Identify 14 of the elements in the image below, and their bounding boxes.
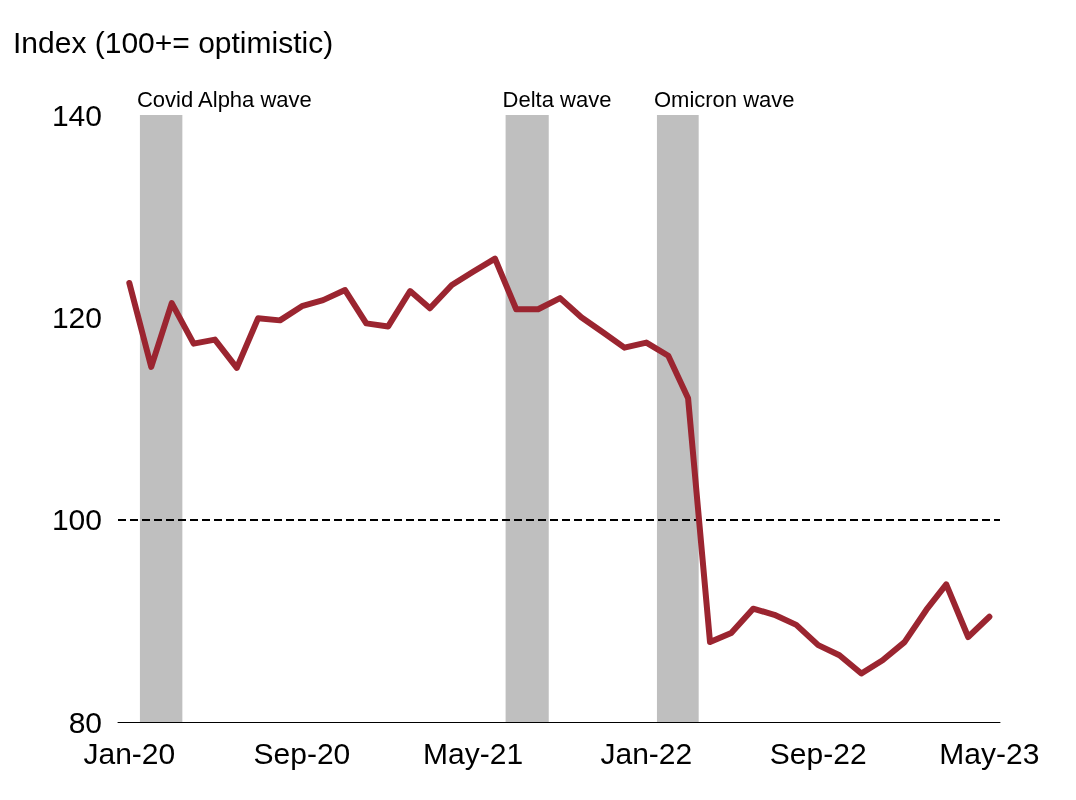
- band-label: Omicron wave: [653, 86, 795, 112]
- x-tick-label: Sep-20: [253, 736, 351, 770]
- y-tick-label: 80: [68, 705, 102, 739]
- x-tick-label: May-23: [939, 736, 1040, 770]
- band-label: Covid Alpha wave: [136, 86, 312, 112]
- x-tick-label: Jan-22: [600, 736, 693, 770]
- y-tick-label: 120: [51, 300, 102, 334]
- x-tick-label: May-21: [423, 736, 524, 770]
- x-tick-label: Jan-20: [83, 736, 176, 770]
- y-tick-label: 100: [51, 503, 102, 537]
- x-tick-label: Sep-22: [769, 736, 867, 770]
- band-label: Delta wave: [502, 86, 612, 112]
- y-axis-title: Index (100+= optimistic): [13, 25, 334, 59]
- y-tick-label: 140: [51, 98, 102, 132]
